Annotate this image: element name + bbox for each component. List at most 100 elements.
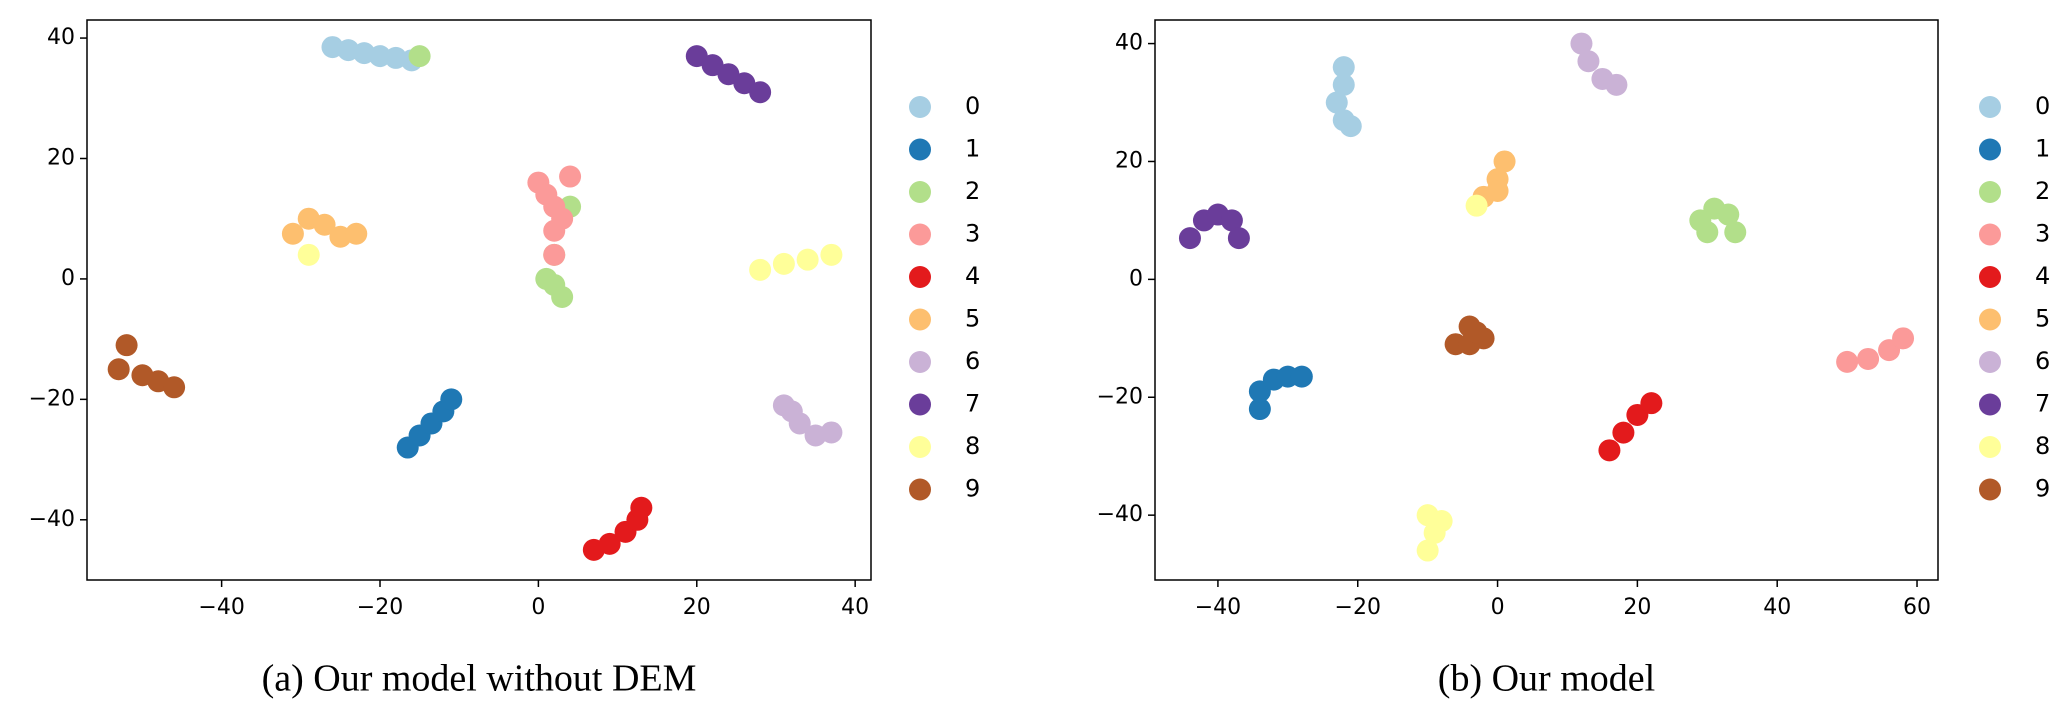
legend-label: 1 bbox=[2035, 135, 2050, 163]
point bbox=[1332, 73, 1355, 96]
legend-marker bbox=[1979, 351, 2001, 373]
legend-marker bbox=[1979, 436, 2001, 458]
point bbox=[1689, 209, 1712, 232]
point bbox=[1486, 179, 1509, 202]
point bbox=[408, 45, 431, 68]
point bbox=[1612, 421, 1635, 444]
legend-label: 5 bbox=[2035, 305, 2050, 333]
point bbox=[1325, 91, 1348, 114]
legend-marker bbox=[1979, 308, 2001, 331]
y-tick-label: 0 bbox=[61, 266, 75, 291]
caption: (b) Our model bbox=[1438, 658, 1655, 700]
point bbox=[820, 243, 843, 266]
x-tick-label: −40 bbox=[1195, 595, 1241, 620]
legend-marker bbox=[1979, 266, 2001, 288]
y-tick-label: −40 bbox=[29, 507, 75, 532]
point bbox=[115, 334, 138, 357]
point bbox=[749, 81, 772, 104]
point bbox=[1220, 209, 1243, 232]
point bbox=[1465, 321, 1488, 344]
x-tick-label: 60 bbox=[1903, 595, 1931, 620]
legend-label: 9 bbox=[965, 475, 980, 503]
point bbox=[1178, 227, 1201, 250]
legend-marker bbox=[909, 266, 931, 288]
point bbox=[543, 243, 566, 266]
point bbox=[551, 285, 574, 308]
point bbox=[598, 532, 621, 555]
point bbox=[820, 421, 843, 444]
legend-label: 4 bbox=[965, 262, 980, 290]
legend-marker bbox=[909, 96, 931, 118]
legend-marker bbox=[909, 223, 931, 246]
legend-label: 6 bbox=[965, 347, 980, 375]
point bbox=[1465, 194, 1488, 217]
point bbox=[1339, 115, 1362, 138]
legend-marker bbox=[909, 138, 931, 161]
point bbox=[749, 258, 772, 281]
x-tick-label: −20 bbox=[1335, 595, 1381, 620]
point bbox=[1836, 350, 1859, 373]
legend-label: 3 bbox=[965, 220, 980, 248]
x-tick-label: 0 bbox=[1491, 595, 1505, 620]
point bbox=[1577, 50, 1600, 73]
legend-label: 2 bbox=[2035, 177, 2050, 205]
legend-label: 7 bbox=[2035, 390, 2050, 418]
legend-label: 1 bbox=[965, 135, 980, 163]
point bbox=[1857, 347, 1880, 370]
legend-label: 6 bbox=[2035, 347, 2050, 375]
x-tick-label: −20 bbox=[357, 595, 403, 620]
y-tick-label: 20 bbox=[1115, 148, 1143, 173]
y-tick-label: −40 bbox=[1097, 502, 1143, 527]
caption: (a) Our model without DEM bbox=[262, 658, 697, 700]
point bbox=[1717, 203, 1740, 226]
y-tick-label: 40 bbox=[1115, 31, 1143, 56]
legend-label: 2 bbox=[965, 177, 980, 205]
legend-marker bbox=[909, 351, 931, 373]
legend-label: 4 bbox=[2035, 262, 2050, 290]
legend-label: 0 bbox=[2035, 92, 2050, 120]
point bbox=[772, 252, 795, 275]
point bbox=[1724, 221, 1747, 244]
point bbox=[345, 222, 368, 245]
point bbox=[1605, 73, 1628, 96]
point bbox=[1416, 539, 1439, 562]
point bbox=[1598, 439, 1621, 462]
legend-marker bbox=[909, 181, 931, 203]
axes-frame bbox=[86, 19, 872, 581]
x-tick-label: 40 bbox=[1763, 595, 1791, 620]
legend-marker bbox=[909, 436, 931, 458]
point bbox=[107, 358, 130, 381]
legend-marker bbox=[1979, 138, 2001, 161]
y-tick-label: −20 bbox=[29, 386, 75, 411]
legend-label: 7 bbox=[965, 390, 980, 418]
legend-marker bbox=[1979, 96, 2001, 118]
y-tick-label: −20 bbox=[1097, 384, 1143, 409]
point bbox=[1332, 56, 1355, 79]
point bbox=[1290, 365, 1313, 388]
legend-marker bbox=[1979, 223, 2001, 246]
point bbox=[559, 165, 582, 188]
x-tick-label: 0 bbox=[531, 595, 545, 620]
x-tick-label: 20 bbox=[683, 595, 711, 620]
legend-marker bbox=[909, 308, 931, 331]
legend-label: 9 bbox=[2035, 475, 2050, 503]
y-tick-label: 0 bbox=[1129, 266, 1143, 291]
point bbox=[543, 219, 566, 242]
point bbox=[1570, 32, 1593, 55]
point bbox=[1248, 398, 1271, 421]
x-tick-label: 20 bbox=[1623, 595, 1651, 620]
point bbox=[1640, 392, 1663, 415]
legend-label: 8 bbox=[2035, 432, 2050, 460]
point bbox=[297, 243, 320, 266]
point bbox=[1493, 150, 1516, 173]
legend-label: 5 bbox=[965, 305, 980, 333]
x-tick-label: −40 bbox=[198, 595, 244, 620]
point bbox=[796, 248, 819, 271]
legend-label: 8 bbox=[965, 432, 980, 460]
legend-marker bbox=[909, 393, 931, 416]
point bbox=[163, 376, 186, 399]
legend-label: 3 bbox=[2035, 220, 2050, 248]
point bbox=[1227, 227, 1250, 250]
point bbox=[630, 496, 653, 519]
